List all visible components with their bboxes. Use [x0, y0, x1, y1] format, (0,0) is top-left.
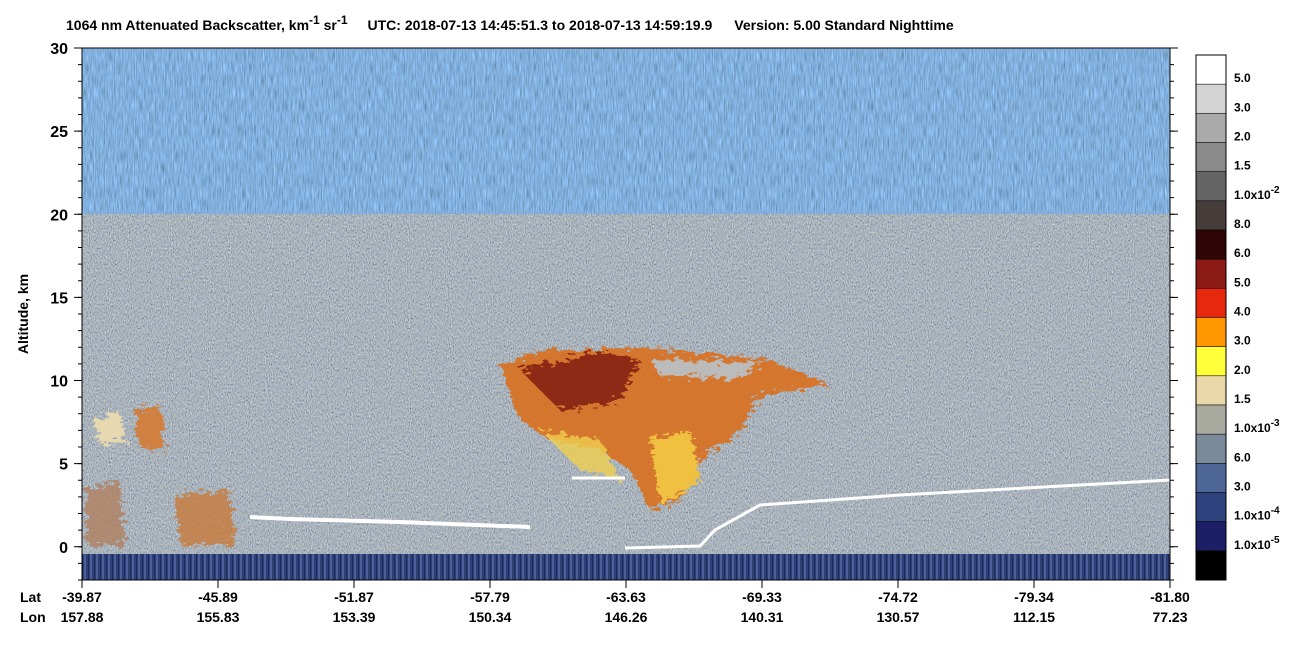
colorbar-swatch — [1195, 404, 1227, 435]
colorbar-label-text: 4.0 — [1234, 305, 1251, 319]
x-tick-label: -79.34 — [1014, 589, 1054, 605]
colorbar-swatch — [1195, 492, 1227, 522]
colorbar-label-exp: -5 — [1271, 535, 1280, 546]
y-tick-label: 5 — [59, 457, 68, 474]
colorbar-label: 3.0 — [1234, 100, 1251, 114]
colorbar-label: 1.0x10-2 — [1234, 185, 1280, 202]
title-text: sr — [320, 17, 338, 33]
y-tick-label: 15 — [50, 290, 68, 307]
x-tick-label: 157.88 — [61, 609, 104, 625]
y-tick-label: 25 — [50, 124, 68, 141]
colorbar-label: 2.0 — [1234, 130, 1251, 144]
colorbar-label: 1.0x10-4 — [1234, 506, 1280, 523]
x-tick-label: 112.15 — [1013, 609, 1055, 625]
title-sup: -1 — [337, 13, 348, 27]
x-tick-label: 140.31 — [741, 609, 784, 625]
title-text: 1064 nm Attenuated Backscatter, km — [66, 17, 309, 33]
surface-return — [624, 478, 1171, 550]
x-row-label: Lon — [20, 609, 46, 625]
colorbar-label-text: 5.0 — [1234, 275, 1251, 289]
colorbar-swatch — [1195, 550, 1227, 581]
colorbar-label: 1.0x10-3 — [1234, 418, 1280, 435]
colorbar-swatch — [1195, 200, 1227, 231]
colorbar-label-text: 3.0 — [1234, 480, 1251, 494]
colorbar-swatch — [1195, 375, 1227, 406]
colorbar-label: 5.0 — [1234, 275, 1251, 289]
colorbar-label-exp: -3 — [1271, 418, 1280, 429]
colorbar-label-exp: -2 — [1271, 185, 1280, 196]
colorbar-label-text: 6.0 — [1234, 246, 1251, 260]
chart-title: 1064 nm Attenuated Backscatter, km-1 sr-… — [66, 13, 954, 33]
colorbar-label-text: 2.0 — [1234, 130, 1251, 144]
colorbar-label: 2.0 — [1234, 363, 1251, 377]
colorbar-label: 6.0 — [1234, 246, 1251, 260]
colorbar-label-text: 1.0x10 — [1234, 538, 1271, 552]
y-tick-label: 20 — [50, 207, 68, 224]
colorbar-swatch — [1195, 113, 1227, 143]
colorbar-label: 5.0 — [1234, 71, 1251, 85]
x-tick-label: 150.34 — [469, 609, 512, 625]
colorbar-label-text: 8.0 — [1234, 217, 1251, 231]
colorbar-label-text: 1.5 — [1234, 159, 1251, 173]
colorbar-label: 1.5 — [1234, 159, 1251, 173]
colorbar-swatch — [1195, 258, 1227, 289]
colorbar-swatch — [1195, 83, 1227, 114]
colorbar-swatch — [1195, 288, 1227, 318]
x-tick-label: 77.23 — [1152, 609, 1187, 625]
colorbar-label: 4.0 — [1234, 305, 1251, 319]
title-text: Version: 5.00 Standard Nighttime — [734, 17, 954, 33]
x-tick-label: -51.87 — [334, 589, 374, 605]
x-tick-label: -45.89 — [198, 589, 238, 605]
colorbar-swatch — [1195, 433, 1227, 464]
x-tick-label: 146.26 — [605, 609, 648, 625]
colorbar-label: 8.0 — [1234, 217, 1251, 231]
y-tick-label: 30 — [50, 41, 68, 58]
noise-upper — [82, 48, 1170, 214]
colorbar-label-text: 1.5 — [1234, 392, 1251, 406]
plot-area — [81, 47, 1171, 581]
x-tick-label: -74.72 — [878, 589, 918, 605]
colorbar-label: 1.0x10-5 — [1234, 535, 1280, 552]
x-tick-label: -63.63 — [606, 589, 646, 605]
x-tick-label: -57.79 — [470, 589, 510, 605]
colorbar-label-text: 1.0x10 — [1234, 509, 1271, 523]
colorbar-swatch — [1195, 346, 1227, 377]
colorbar-frame — [1195, 54, 1227, 581]
x-tick-label: 153.39 — [333, 609, 376, 625]
colorbar-label: 3.0 — [1234, 334, 1251, 348]
y-tick-label: 0 — [59, 540, 68, 557]
subsurface — [82, 554, 1170, 580]
colorbar-label: 3.0 — [1234, 480, 1251, 494]
colorbar-swatch — [1195, 463, 1227, 493]
title-sup: -1 — [309, 13, 320, 27]
colorbar-swatch — [1195, 229, 1227, 260]
colorbar-label-text: 2.0 — [1234, 363, 1251, 377]
colorbar-label-text: 1.0x10 — [1234, 188, 1271, 202]
y-axis-label: Altitude, km — [15, 274, 31, 354]
colorbar-label: 6.0 — [1234, 450, 1251, 464]
surface-return — [249, 515, 531, 529]
colorbar-label-text: 3.0 — [1234, 334, 1251, 348]
colorbar-label-text: 1.0x10 — [1234, 421, 1271, 435]
x-row-label: Lat — [20, 589, 41, 605]
colorbar-label-text: 3.0 — [1234, 100, 1251, 114]
x-tick-label: -39.87 — [62, 589, 102, 605]
y-tick-label: 10 — [50, 374, 68, 391]
colorbar-label-exp: -4 — [1271, 506, 1280, 517]
colorbar-swatch — [1195, 54, 1227, 85]
colorbar-swatch — [1195, 521, 1227, 552]
colorbar-swatch — [1195, 171, 1227, 202]
x-tick-label: -81.80 — [1150, 589, 1190, 605]
colorbar-swatch — [1195, 142, 1227, 172]
x-tick-label: 155.83 — [197, 609, 240, 625]
colorbar-label-text: 6.0 — [1234, 450, 1251, 464]
colorbar-label: 1.5 — [1234, 392, 1251, 406]
colorbar-swatch — [1195, 317, 1227, 347]
x-tick-label: 130.57 — [877, 609, 920, 625]
x-tick-label: -69.33 — [742, 589, 782, 605]
title-text: UTC: 2018-07-13 14:45:51.3 to 2018-07-13… — [368, 17, 713, 33]
colorbar-label-text: 5.0 — [1234, 71, 1251, 85]
cloud-layer — [85, 348, 830, 545]
